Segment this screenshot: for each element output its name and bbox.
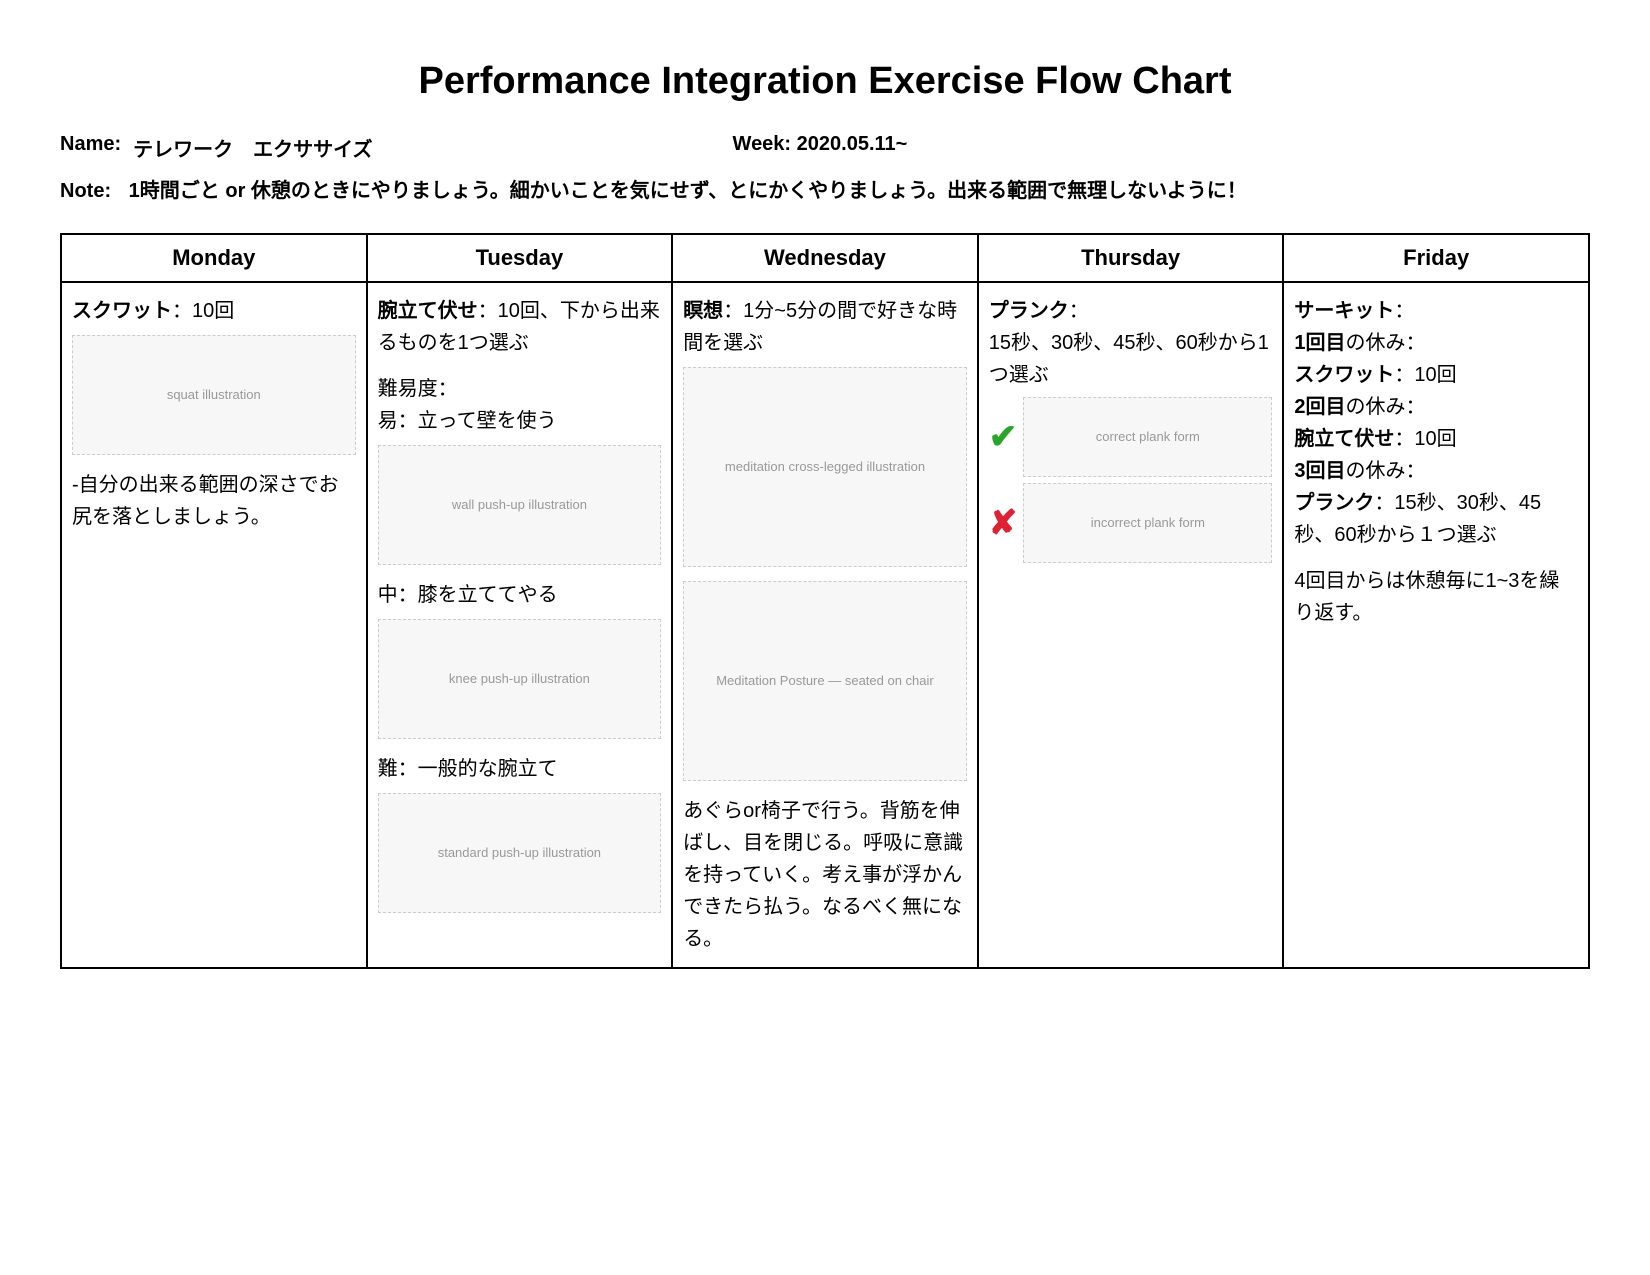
wed-heading-detail: ：1分~5分の間で好きな時間を選ぶ bbox=[683, 300, 957, 354]
fri-r1b: の休み： bbox=[1346, 332, 1426, 354]
cell-thursday: プランク： 15秒、30秒、45秒、60秒から1つ選ぶ ✔ correct pl… bbox=[978, 282, 1284, 968]
week-block: Week: 2020.05.11~ bbox=[733, 133, 908, 162]
fri-r3a: 2回目 bbox=[1294, 396, 1345, 418]
name-value: テレワーク エクササイズ bbox=[133, 133, 372, 162]
pushup-illustration: standard push-up illustration bbox=[378, 793, 662, 913]
knee-pushup-illustration: knee push-up illustration bbox=[378, 619, 662, 739]
plank-wrong-row: ✘ incorrect plank form bbox=[989, 483, 1273, 563]
fri-heading-detail: ： bbox=[1394, 300, 1414, 322]
tue-heading: 腕立て伏せ bbox=[378, 300, 478, 322]
body-row: スクワット：10回 squat illustration -自分の出来る範囲の深… bbox=[61, 282, 1589, 968]
wed-heading: 瞑想 bbox=[683, 300, 723, 322]
fri-r4b: ：10回 bbox=[1394, 428, 1456, 450]
cell-friday: サーキット： 1回目の休み： スクワット：10回 2回目の休み： 腕立て伏せ：1… bbox=[1283, 282, 1589, 968]
wall-pushup-illustration: wall push-up illustration bbox=[378, 445, 662, 565]
plank-wrong-illustration: incorrect plank form bbox=[1023, 483, 1272, 563]
meditation-crosslegged-illustration: meditation cross-legged illustration bbox=[683, 367, 967, 567]
thu-line2: 15秒、30秒、45秒、60秒から1つ選ぶ bbox=[989, 327, 1273, 391]
tue-mid: 中：膝を立ててやる bbox=[378, 579, 662, 611]
thu-heading: プランク bbox=[989, 300, 1069, 322]
col-thursday: Thursday bbox=[978, 234, 1284, 282]
fri-r5b: の休み： bbox=[1346, 460, 1426, 482]
note-row: Note: 1時間ごと or 休憩のときにやりましょう。細かいことを気にせず、と… bbox=[60, 174, 1590, 203]
note-value: 1時間ごと or 休憩のときにやりましょう。細かいことを気にせず、とにかくやりま… bbox=[129, 180, 1247, 202]
fri-r7: 4回目からは休憩毎に1~3を繰り返す。 bbox=[1294, 565, 1578, 629]
tue-hard: 難：一般的な腕立て bbox=[378, 753, 662, 785]
wed-desc: あぐらor椅子で行う。背筋を伸ばし、目を閉じる。呼吸に意識を持っていく。考え事が… bbox=[683, 795, 967, 955]
fri-r2b: ：10回 bbox=[1394, 364, 1456, 386]
meditation-chair-illustration: Meditation Posture — seated on chair bbox=[683, 581, 967, 781]
col-tuesday: Tuesday bbox=[367, 234, 673, 282]
header-row: Monday Tuesday Wednesday Thursday Friday bbox=[61, 234, 1589, 282]
mon-heading: スクワット bbox=[72, 300, 172, 322]
plank-correct-illustration: correct plank form bbox=[1023, 397, 1272, 477]
fri-r4a: 腕立て伏せ bbox=[1294, 428, 1394, 450]
fri-r6a: プランク bbox=[1294, 492, 1374, 514]
check-icon: ✔ bbox=[989, 410, 1018, 464]
week-label: Week: bbox=[733, 133, 792, 155]
fri-r5a: 3回目 bbox=[1294, 460, 1345, 482]
tue-easy: 易：立って壁を使う bbox=[378, 405, 662, 437]
mon-heading-detail: ：10回 bbox=[172, 300, 234, 322]
name-label: Name: bbox=[60, 133, 121, 162]
fri-r1a: 1回目 bbox=[1294, 332, 1345, 354]
fri-r2a: スクワット bbox=[1294, 364, 1394, 386]
thu-heading-detail: ： bbox=[1069, 300, 1089, 322]
fri-r3b: の休み： bbox=[1346, 396, 1426, 418]
col-friday: Friday bbox=[1283, 234, 1589, 282]
meta-name-row: Name: テレワーク エクササイズ Week: 2020.05.11~ bbox=[60, 133, 1590, 162]
col-monday: Monday bbox=[61, 234, 367, 282]
mon-desc: -自分の出来る範囲の深さでお尻を落としましょう。 bbox=[72, 469, 356, 533]
col-wednesday: Wednesday bbox=[672, 234, 978, 282]
fri-heading: サーキット bbox=[1294, 300, 1394, 322]
page-title: Performance Integration Exercise Flow Ch… bbox=[60, 60, 1590, 103]
tue-diff-label: 難易度： bbox=[378, 373, 662, 405]
squat-illustration: squat illustration bbox=[72, 335, 356, 455]
cell-wednesday: 瞑想：1分~5分の間で好きな時間を選ぶ meditation cross-leg… bbox=[672, 282, 978, 968]
week-value: 2020.05.11~ bbox=[797, 133, 908, 155]
schedule-table: Monday Tuesday Wednesday Thursday Friday… bbox=[60, 233, 1590, 969]
cross-icon: ✘ bbox=[989, 496, 1018, 550]
note-label: Note: bbox=[60, 180, 111, 202]
plank-correct-row: ✔ correct plank form bbox=[989, 397, 1273, 477]
cell-monday: スクワット：10回 squat illustration -自分の出来る範囲の深… bbox=[61, 282, 367, 968]
cell-tuesday: 腕立て伏せ：10回、下から出来るものを1つ選ぶ 難易度： 易：立って壁を使う w… bbox=[367, 282, 673, 968]
